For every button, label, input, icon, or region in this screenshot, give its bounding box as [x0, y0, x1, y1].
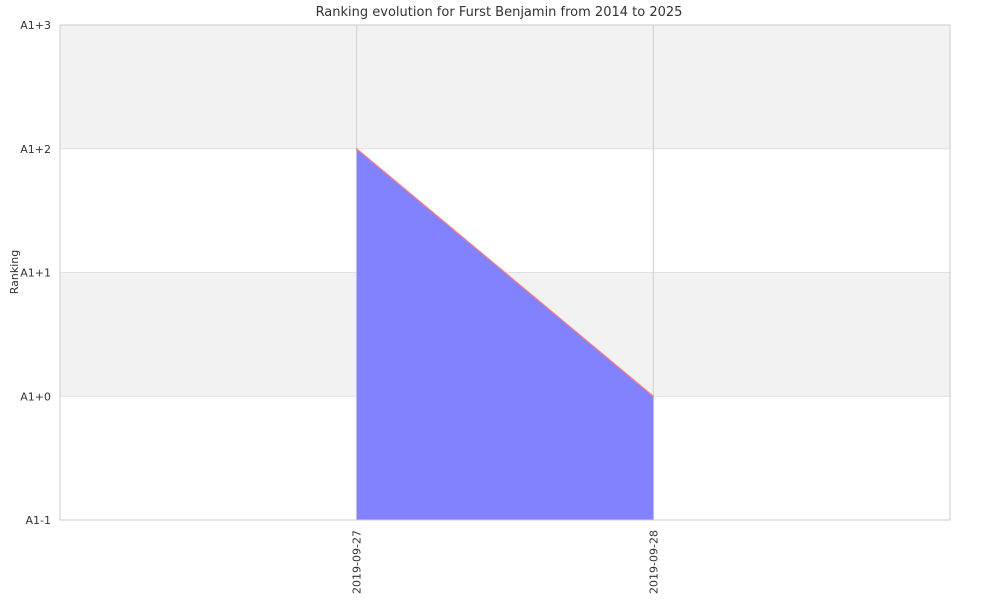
data-point [355, 147, 358, 150]
plot-frame [59, 24, 951, 521]
y-tick-label: A1+1 [20, 267, 51, 280]
series-line [356, 148, 654, 397]
data-point [652, 395, 655, 398]
y-tick-label: A1+2 [20, 143, 51, 156]
y-tick-label: A1-1 [26, 514, 52, 527]
series-area [356, 148, 654, 520]
y-tick-labels: A1-1 A1+0 A1+1 A1+2 A1+3 [20, 19, 51, 527]
y-tick-label: A1+0 [20, 390, 51, 403]
y-axis-label: Ranking [8, 250, 21, 295]
background-band [60, 25, 950, 149]
x-tick-labels: 2019-09-27 2019-09-28 [351, 530, 661, 594]
background-band [60, 148, 950, 273]
x-tick-label: 2019-09-27 [351, 530, 364, 594]
series-layer [355, 147, 655, 520]
x-tick-label: 2019-09-28 [647, 530, 660, 594]
y-tick-label: A1+3 [20, 19, 51, 32]
chart-title: Ranking evolution for Furst Benjamin fro… [316, 5, 683, 20]
